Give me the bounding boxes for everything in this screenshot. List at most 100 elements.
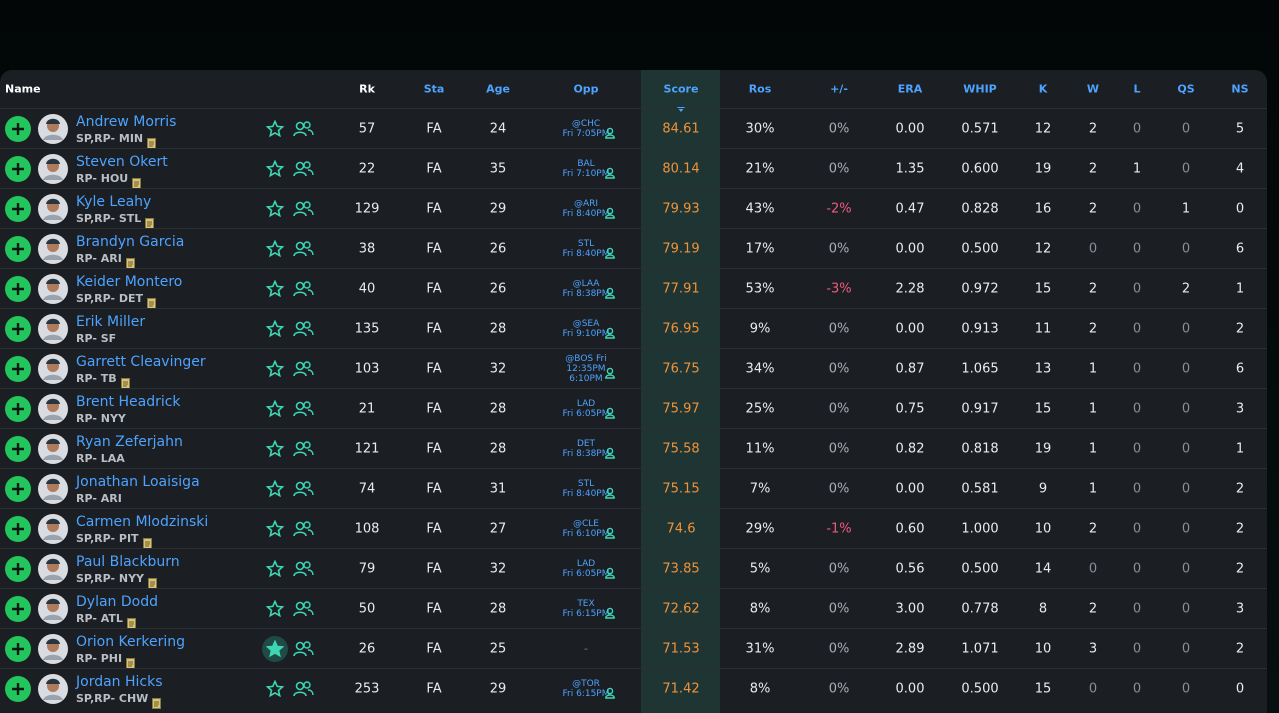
player-icon (605, 124, 615, 139)
cell-era: 0.00 (895, 241, 925, 257)
column-header[interactable]: NS (1231, 82, 1249, 96)
column-header[interactable]: Score (663, 82, 699, 96)
roster-icon[interactable] (293, 560, 314, 578)
favorite-star[interactable] (265, 599, 285, 618)
player-name[interactable]: Jonathan Loaisiga (76, 474, 200, 490)
roster-icon[interactable] (293, 240, 314, 258)
roster-icon[interactable] (293, 160, 314, 178)
player-row: Keider Montero SP,RP- DET 40 FA 26 @LAA Fri 8:… (0, 268, 1267, 309)
add-button[interactable] (5, 556, 31, 582)
player-name[interactable]: Ryan Zeferjahn (76, 434, 183, 450)
player-name[interactable]: Orion Kerkering (76, 634, 186, 650)
roster-icon[interactable] (293, 280, 314, 298)
favorite-star[interactable] (265, 639, 285, 658)
add-button[interactable] (5, 476, 31, 502)
roster-icon[interactable] (293, 320, 314, 338)
column-header[interactable]: Opp (573, 82, 599, 96)
player-name[interactable]: Steven Okert (76, 154, 168, 170)
add-button[interactable] (5, 396, 31, 422)
favorite-star[interactable] (265, 439, 285, 458)
roster-icon[interactable] (293, 440, 314, 458)
favorite-star[interactable] (265, 679, 285, 698)
roster-icon[interactable] (293, 120, 314, 138)
player-name[interactable]: Andrew Morris (76, 114, 177, 130)
favorite-star[interactable] (265, 119, 285, 138)
player-name[interactable]: Brandyn Garcia (76, 234, 185, 250)
note-icon (121, 374, 130, 389)
player-name[interactable]: Paul Blackburn (76, 554, 180, 570)
opponent: - (584, 643, 588, 654)
favorite-star[interactable] (265, 559, 285, 578)
column-header[interactable]: ERA (897, 82, 923, 96)
favorite-star[interactable] (265, 199, 285, 218)
favorite-star[interactable] (265, 319, 285, 338)
roster-icon[interactable] (293, 200, 314, 218)
add-button[interactable] (5, 356, 31, 382)
cell-diff: 0% (828, 361, 850, 377)
favorite-star[interactable] (265, 239, 285, 258)
player-row: Orion Kerkering RP- PHI 26 FA 25 - 71.53 31% 0% 2… (0, 628, 1267, 669)
roster-icon[interactable] (293, 400, 314, 418)
roster-icon[interactable] (293, 360, 314, 378)
add-button[interactable] (5, 276, 31, 302)
cell-l: 0 (1132, 561, 1142, 577)
add-button[interactable] (5, 636, 31, 662)
player-name[interactable]: Carmen Mlodzinski (76, 514, 209, 530)
add-button[interactable] (5, 516, 31, 542)
player-name[interactable]: Garrett Cleavinger (76, 354, 206, 370)
cell-w: 1 (1088, 401, 1098, 417)
player-name[interactable]: Dylan Dodd (76, 594, 158, 610)
roster-icon[interactable] (293, 600, 314, 618)
column-header[interactable]: Ros (748, 82, 772, 96)
player-info: RP- ARI (76, 492, 122, 505)
column-header[interactable]: +/- (830, 82, 848, 96)
add-button[interactable] (5, 436, 31, 462)
add-button[interactable] (5, 116, 31, 142)
player-name[interactable]: Erik Miller (76, 314, 146, 330)
column-header[interactable]: WHIP (963, 82, 997, 96)
player-icon-icon (605, 367, 615, 379)
roster-icon[interactable] (293, 680, 314, 698)
cell-ros: 17% (745, 241, 775, 257)
cell-w: 1 (1088, 361, 1098, 377)
column-header[interactable]: L (1133, 82, 1141, 96)
cell-ros: 21% (745, 161, 775, 177)
cell-era: 0.00 (895, 121, 925, 137)
add-button[interactable] (5, 316, 31, 342)
favorite-star[interactable] (265, 159, 285, 178)
add-button[interactable] (5, 676, 31, 702)
player-info: RP- ATL (76, 612, 123, 625)
cell-rk: 50 (358, 601, 376, 617)
note-icon (147, 134, 156, 149)
favorite-star[interactable] (265, 519, 285, 538)
cell-age: 28 (489, 441, 507, 457)
add-button[interactable] (5, 156, 31, 182)
column-header[interactable]: Rk (359, 82, 375, 96)
column-header[interactable]: W (1086, 82, 1100, 96)
column-header[interactable]: Age (486, 82, 510, 96)
favorite-star[interactable] (265, 279, 285, 298)
column-header[interactable]: K (1038, 82, 1048, 96)
player-name[interactable]: Brent Headrick (76, 394, 181, 410)
player-name[interactable]: Kyle Leahy (76, 194, 152, 210)
roster-icon[interactable] (293, 640, 314, 658)
player-name[interactable]: Keider Montero (76, 274, 183, 290)
note-icon-icon (152, 698, 161, 709)
cell-era: 0.47 (895, 201, 925, 217)
cell-ros: 11% (745, 441, 775, 457)
add-button[interactable] (5, 196, 31, 222)
roster-icon[interactable] (293, 520, 314, 538)
note-icon (132, 174, 141, 189)
favorite-star[interactable] (265, 399, 285, 418)
favorite-star[interactable] (265, 359, 285, 378)
add-button[interactable] (5, 236, 31, 262)
column-header[interactable]: QS (1177, 82, 1195, 96)
favorite-star[interactable] (265, 479, 285, 498)
column-header[interactable]: Sta (423, 82, 445, 96)
roster-icon[interactable] (293, 480, 314, 498)
favorite-star-icon (265, 239, 285, 258)
note-icon-icon (127, 618, 136, 629)
cell-sta: FA (426, 521, 442, 537)
player-name[interactable]: Jordan Hicks (76, 674, 163, 690)
add-button[interactable] (5, 596, 31, 622)
